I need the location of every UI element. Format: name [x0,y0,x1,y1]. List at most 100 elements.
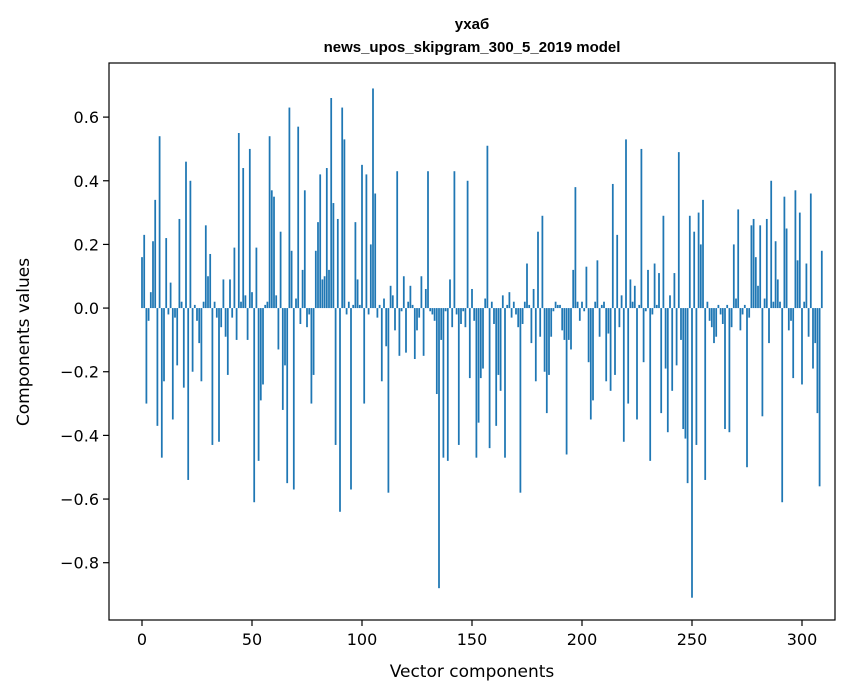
bar-131 [429,308,432,312]
bar-273 [741,308,744,315]
bar-177 [530,308,533,344]
bar-66 [286,308,289,484]
bar-50 [251,292,253,309]
x-tick-label: 0 [137,630,147,649]
bar-39 [226,308,229,375]
bar-204 [589,308,592,420]
bar-17 [178,218,181,309]
bar-280 [757,285,759,309]
bar-54 [259,308,262,401]
bar-4 [149,292,152,309]
bar-121 [407,301,410,309]
bar-268 [730,308,733,328]
bar-162 [497,308,500,375]
bar-170 [515,308,517,315]
bar-155 [482,308,484,369]
bar-55 [262,308,264,385]
bar-30 [207,276,209,309]
bar-296 [792,308,795,379]
bar-195 [570,308,572,350]
bar-306 [814,308,817,344]
bar-85 [328,269,330,309]
bar-157 [486,145,489,309]
y-tick-label: −0.8 [60,554,99,573]
bar-87 [332,203,335,309]
bar-261 [715,308,718,337]
bar-276 [748,308,751,318]
bar-42 [233,247,236,309]
bar-241 [671,308,674,391]
bar-174 [523,301,526,309]
bar-49 [248,148,251,309]
y-axis-label: Components values [14,258,34,426]
x-axis-label: Vector components [390,662,555,682]
bar-70 [295,298,297,309]
bar-140 [449,279,451,309]
bar-231 [649,308,652,461]
bar-128 [422,308,425,356]
bar-82 [321,279,324,309]
bar-281 [759,225,762,309]
bar-275 [746,308,748,468]
bar-304 [809,193,812,309]
bar-218 [620,295,623,309]
bar-248 [686,308,689,484]
bar-130 [427,171,429,309]
bar-10 [163,308,165,382]
bar-149 [468,308,471,379]
bar-194 [567,308,570,340]
bar-92 [343,139,346,309]
bar-180 [537,231,539,309]
bar-271 [737,209,740,309]
bar-97 [354,222,357,309]
bar-250 [691,308,693,598]
bar-29 [204,225,207,309]
bar-138 [444,308,447,312]
bar-221 [627,308,630,404]
bar-38 [224,308,227,337]
bar-269 [732,244,735,309]
bar-26 [198,308,201,344]
bar-209 [600,304,603,309]
bar-277 [750,225,753,309]
bar-278 [752,218,755,309]
bar-297 [794,190,797,309]
bar-185 [548,308,550,375]
bar-76 [308,308,311,315]
bar-251 [693,231,696,309]
bar-192 [563,308,566,340]
bar-9 [160,308,163,458]
bar-105 [372,88,374,309]
bar-173 [521,308,524,324]
bar-169 [512,301,515,309]
bar-166 [506,304,509,309]
bar-167 [508,292,511,309]
bar-190 [559,304,561,309]
bar-233 [653,263,656,309]
bar-255 [702,199,704,309]
bar-239 [666,308,669,433]
bar-13 [169,282,172,309]
bar-67 [288,107,291,309]
bar-222 [629,279,632,309]
bar-125 [416,308,418,331]
chart-subtitle: news_upos_skipgram_300_5_2019 model [324,39,621,56]
x-tick-label: 200 [567,630,598,649]
bar-207 [596,260,599,309]
bar-240 [669,295,671,309]
bar-226 [638,304,641,309]
bar-129 [424,288,427,309]
bar-189 [556,304,559,309]
bar-145 [460,308,462,324]
y-tick-label: −0.4 [60,426,99,445]
y-tick-label: −0.2 [60,363,99,382]
bar-224 [633,285,636,309]
bar-60 [273,196,275,309]
bar-113 [389,285,392,309]
bar-124 [413,308,416,360]
bar-15 [174,308,176,318]
bar-219 [622,308,625,442]
bar-107 [376,308,379,318]
bar-14 [171,308,174,420]
bar-260 [713,308,715,344]
